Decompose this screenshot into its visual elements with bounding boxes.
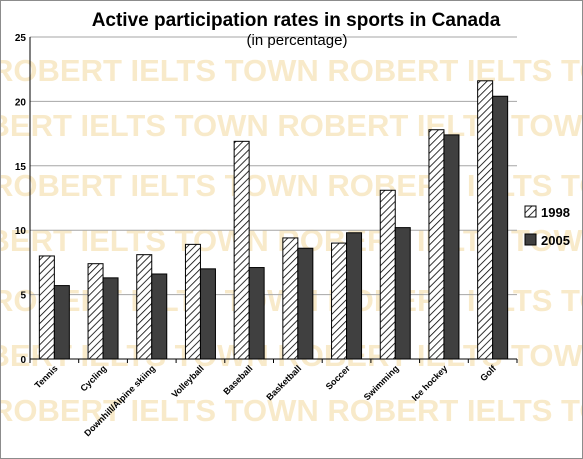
y-tick-label: 5	[20, 291, 26, 302]
y-tick-label: 0	[20, 355, 26, 366]
bar-2005	[394, 227, 411, 360]
bar-1998	[184, 243, 201, 360]
legend-label-2005: 2005	[541, 233, 570, 248]
bar-2005	[297, 247, 314, 360]
bar-1998	[477, 80, 494, 360]
bar-1998	[282, 237, 299, 360]
bar-2005	[443, 134, 460, 360]
y-axis-ticks: 0 5 10 15 20 25	[15, 33, 27, 366]
bar-2005	[102, 277, 119, 360]
bar-1998	[87, 263, 104, 360]
legend-swatch-1998	[524, 205, 537, 218]
bar-1998	[233, 140, 250, 360]
bar-2005	[492, 95, 509, 360]
y-tick-label: 10	[15, 226, 27, 237]
bar-1998	[428, 129, 445, 360]
axes	[29, 37, 518, 363]
watermark-text: ROBERT IELTS TOWN ROBERT IELTS TOWN	[1, 53, 582, 88]
bar-1998	[38, 255, 55, 360]
y-tick-label: 20	[15, 97, 27, 108]
chart-title: Active participation rates in sports in …	[92, 10, 501, 31]
legend-swatch-2005	[524, 233, 537, 246]
legend-label-1998: 1998	[541, 205, 570, 220]
chart-subtitle: (in percentage)	[247, 32, 348, 49]
bar-1998	[331, 242, 348, 360]
legend: 1998 2005	[524, 205, 570, 248]
bar-1998	[136, 254, 153, 360]
bar-2005	[248, 267, 265, 360]
bar-1998	[379, 189, 396, 360]
bar-2005	[53, 285, 70, 360]
bars	[38, 80, 509, 360]
bar-2005	[151, 273, 168, 360]
bar-2005	[346, 232, 363, 360]
y-tick-label: 25	[15, 33, 27, 44]
bar-2005	[199, 268, 216, 360]
watermark-text: ROBERT IELTS TOWN ROBERT IELTS TOWN	[1, 393, 582, 428]
y-tick-label: 15	[15, 162, 27, 173]
